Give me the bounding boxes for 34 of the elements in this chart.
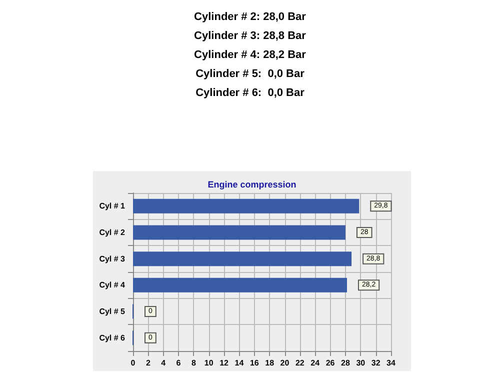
x-tick-label: 14 xyxy=(234,358,244,368)
x-tick-label: 28 xyxy=(341,358,350,368)
x-tick-label: 34 xyxy=(386,358,396,368)
x-tick-label: 4 xyxy=(161,358,166,368)
x-tick-label: 18 xyxy=(265,358,275,368)
y-tick-label: Cyl # 3 xyxy=(99,254,126,264)
y-tick-label: Cyl # 1 xyxy=(99,202,126,211)
bar xyxy=(133,252,352,266)
x-tick-label: 26 xyxy=(326,358,336,368)
text: Cylinder # 2: 28,0 Bar xyxy=(193,10,307,25)
text: Cylinder # 4: 28,2 Bar xyxy=(193,48,307,63)
x-tick-label: 12 xyxy=(220,358,230,368)
x-tick-label: 0 xyxy=(130,358,136,368)
y-tick-label: Cyl # 6 xyxy=(99,333,126,342)
x-tick-label: 20 xyxy=(280,358,290,368)
text: Cylinder # 6: 0,0 Bar xyxy=(194,86,306,101)
x-tick-label: 32 xyxy=(371,358,381,368)
x-tick-label: 6 xyxy=(176,358,182,368)
text: Cylinder # 5: 0,0 Bar xyxy=(194,67,306,82)
x-tick-label: 24 xyxy=(310,358,320,368)
x-tick-label: 8 xyxy=(191,358,196,368)
x-tick-label: 30 xyxy=(356,358,366,368)
x-tick-label: 16 xyxy=(250,358,260,368)
text: Cylinder # 3: 28,8 Bar xyxy=(193,29,307,44)
x-tick-label: 2 xyxy=(146,358,151,368)
chart-title: Engine compression xyxy=(208,180,296,190)
y-tick-label: Cyl # 4 xyxy=(99,280,126,290)
x-tick-label: 10 xyxy=(204,358,214,368)
bar xyxy=(133,198,360,214)
x-tick-label: 22 xyxy=(295,358,305,368)
y-tick-label: Cyl # 2 xyxy=(99,228,126,237)
y-tick-label: Cyl # 5 xyxy=(99,307,126,316)
bar xyxy=(133,225,346,240)
bar xyxy=(133,278,347,292)
